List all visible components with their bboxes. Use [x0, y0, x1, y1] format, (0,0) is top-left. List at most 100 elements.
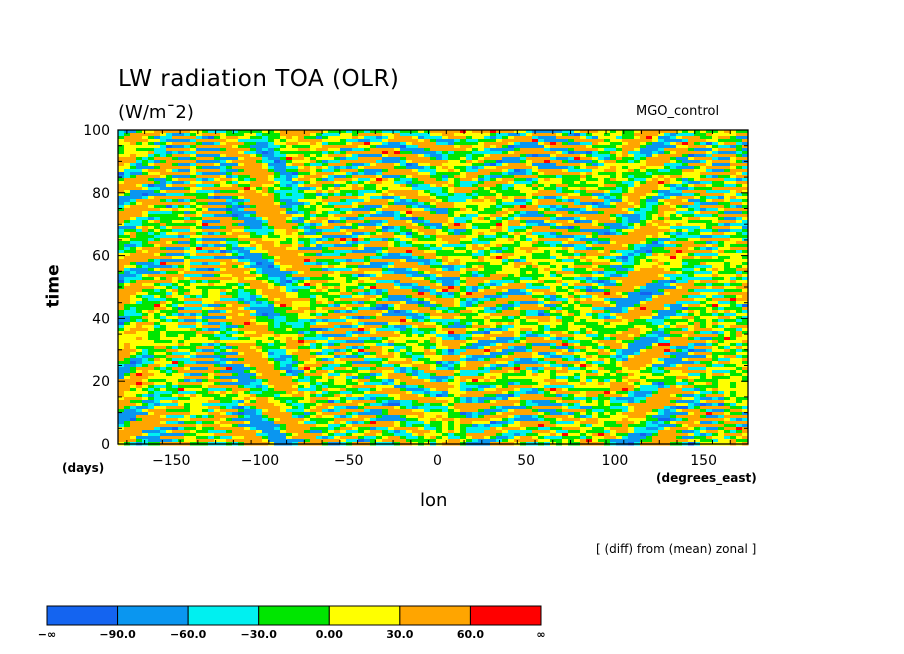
field-cell: [208, 262, 215, 266]
field-cell: [322, 142, 329, 146]
field-cell: [700, 169, 707, 173]
field-cell: [532, 199, 539, 203]
field-cell: [682, 157, 689, 161]
field-cell: [652, 241, 659, 245]
field-cell: [484, 154, 491, 158]
field-cell: [340, 193, 347, 197]
field-cell: [616, 238, 623, 242]
field-cell: [220, 214, 227, 218]
field-cell: [496, 160, 503, 164]
field-cell: [352, 235, 359, 239]
field-cell: [142, 241, 149, 245]
field-cell: [586, 241, 593, 245]
field-cell: [334, 175, 341, 179]
field-cell: [160, 223, 167, 227]
field-cell: [418, 151, 425, 155]
field-cell: [640, 142, 647, 146]
field-cell: [328, 181, 335, 185]
field-cell: [604, 196, 611, 200]
field-cell: [394, 166, 401, 170]
field-cell: [484, 265, 491, 269]
field-cell: [724, 184, 731, 188]
field-cell: [310, 205, 317, 209]
field-cell: [352, 172, 359, 176]
field-cell: [424, 214, 431, 218]
field-cell: [166, 139, 173, 143]
field-cell: [478, 220, 485, 224]
field-cell: [346, 139, 353, 143]
field-cell: [328, 130, 335, 134]
field-cell: [700, 259, 707, 263]
field-cell: [742, 202, 749, 206]
field-cell: [166, 130, 173, 134]
field-cell: [646, 142, 653, 146]
field-cell: [154, 190, 161, 194]
field-cell: [262, 163, 269, 167]
field-cell: [742, 169, 749, 173]
field-cell: [484, 250, 491, 254]
field-cell: [214, 238, 221, 242]
field-cell: [232, 148, 239, 152]
field-cell: [490, 148, 497, 152]
field-cell: [208, 160, 215, 164]
field-cell: [226, 223, 233, 227]
field-cell: [730, 175, 737, 179]
field-cell: [712, 178, 719, 182]
field-cell: [220, 256, 227, 260]
field-cell: [502, 175, 509, 179]
field-cell: [154, 235, 161, 239]
field-cell: [514, 202, 521, 206]
field-cell: [676, 247, 683, 251]
field-cell: [724, 214, 731, 218]
field-cell: [310, 226, 317, 230]
field-cell: [388, 154, 395, 158]
field-cell: [406, 205, 413, 209]
field-cell: [394, 181, 401, 185]
field-cell: [730, 133, 737, 137]
field-cell: [226, 178, 233, 182]
field-cell: [532, 151, 539, 155]
field-cell: [202, 262, 209, 266]
field-cell: [172, 199, 179, 203]
field-cell: [634, 157, 641, 161]
field-cell: [532, 136, 539, 140]
field-cell: [274, 154, 281, 158]
field-cell: [364, 178, 371, 182]
field-cell: [406, 250, 413, 254]
field-cell: [568, 232, 575, 236]
field-cell: [250, 271, 257, 275]
field-cell: [676, 211, 683, 215]
field-cell: [226, 244, 233, 248]
field-cell: [406, 199, 413, 203]
field-cell: [718, 154, 725, 158]
field-cell: [154, 199, 161, 203]
field-cell: [160, 205, 167, 209]
field-cell: [310, 217, 317, 221]
field-cell: [244, 148, 251, 152]
field-cell: [316, 259, 323, 263]
field-cell: [742, 172, 749, 176]
field-cell: [256, 205, 263, 209]
field-cell: [514, 166, 521, 170]
field-cell: [466, 205, 473, 209]
field-cell: [730, 151, 737, 155]
field-cell: [232, 181, 239, 185]
field-cell: [226, 190, 233, 194]
field-cell: [598, 199, 605, 203]
field-cell: [514, 142, 521, 146]
field-cell: [298, 244, 305, 248]
field-cell: [340, 184, 347, 188]
field-cell: [406, 181, 413, 185]
field-cell: [226, 253, 233, 257]
field-cell: [574, 214, 581, 218]
field-cell: [190, 172, 197, 176]
field-cell: [280, 262, 287, 266]
field-cell: [412, 181, 419, 185]
field-cell: [586, 130, 593, 134]
field-cell: [436, 271, 443, 275]
field-cell: [532, 193, 539, 197]
field-cell: [664, 172, 671, 176]
field-cell: [724, 187, 731, 191]
field-cell: [136, 178, 143, 182]
field-cell: [400, 172, 407, 176]
